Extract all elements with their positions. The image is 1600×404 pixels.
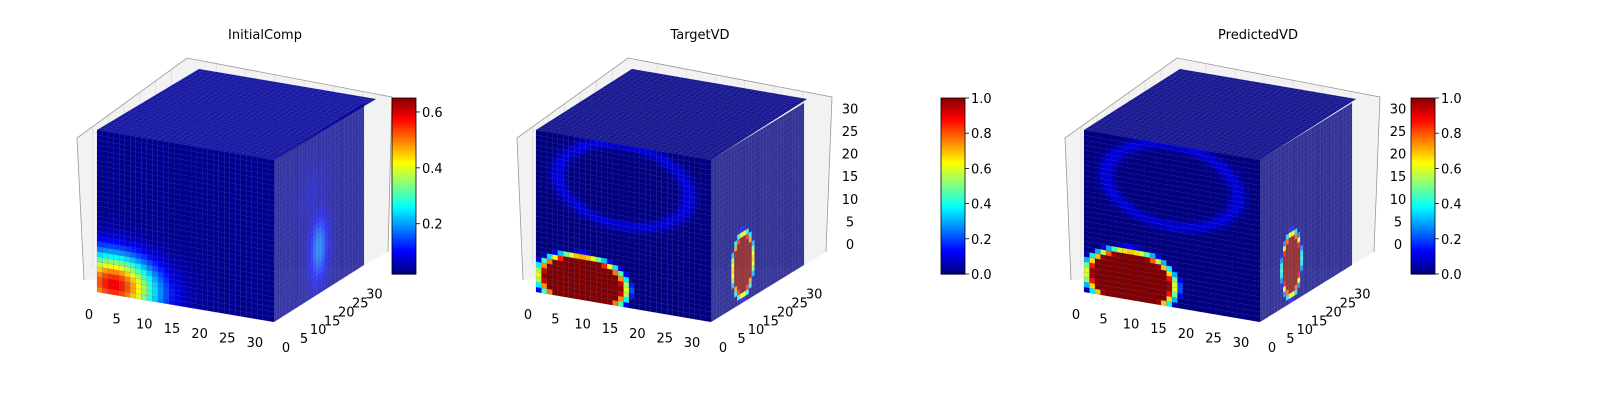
voxel bbox=[634, 147, 639, 153]
voxel bbox=[618, 144, 623, 150]
voxel bbox=[547, 132, 552, 138]
y-tick-label: 5 bbox=[300, 332, 308, 347]
voxel bbox=[613, 143, 618, 149]
voxel bbox=[596, 140, 601, 146]
voxel bbox=[208, 149, 214, 155]
voxel bbox=[624, 145, 629, 151]
voxel bbox=[103, 131, 109, 137]
voxel bbox=[662, 152, 667, 158]
voxel bbox=[169, 142, 175, 148]
x-tick-label: 0 bbox=[85, 308, 93, 323]
voxel bbox=[246, 155, 252, 161]
subplot-title: InitialComp bbox=[228, 28, 302, 43]
voxel bbox=[574, 137, 579, 143]
voxel bbox=[563, 135, 568, 141]
voxel bbox=[580, 138, 585, 144]
y-tick-label: 30 bbox=[366, 288, 383, 303]
voxel bbox=[536, 130, 541, 136]
voxel bbox=[114, 133, 120, 139]
voxel bbox=[174, 143, 180, 149]
voxel bbox=[219, 151, 225, 157]
voxel bbox=[263, 158, 269, 164]
colorbar: 0.2 0.4 0.6 bbox=[392, 98, 443, 275]
y-tick-label: 0 bbox=[282, 341, 290, 356]
voxel bbox=[629, 146, 634, 152]
voxel bbox=[257, 157, 263, 163]
colorbar-tick-label: 0.2 bbox=[422, 218, 443, 233]
voxel bbox=[569, 136, 574, 142]
voxel bbox=[147, 138, 153, 144]
voxel bbox=[213, 150, 219, 156]
voxel bbox=[158, 140, 164, 146]
voxel bbox=[130, 136, 136, 142]
voxel bbox=[191, 146, 197, 152]
voxel bbox=[645, 149, 650, 155]
voxel bbox=[141, 138, 147, 144]
cube-face-front bbox=[97, 130, 274, 322]
colorbar-tick-label: 0.4 bbox=[422, 162, 443, 177]
voxel bbox=[152, 139, 158, 145]
voxel bbox=[163, 141, 169, 147]
voxel bbox=[180, 144, 186, 150]
x-tick-label: 25 bbox=[219, 331, 236, 346]
voxel bbox=[186, 145, 192, 151]
x-tick-label: 20 bbox=[191, 327, 208, 342]
voxel bbox=[607, 142, 612, 148]
x-tick-label: 15 bbox=[164, 322, 181, 337]
voxel bbox=[268, 159, 274, 165]
colorbar-segment bbox=[392, 98, 416, 102]
voxel bbox=[136, 137, 142, 143]
x-tick-label: 10 bbox=[136, 317, 153, 332]
voxel bbox=[552, 133, 557, 139]
voxel bbox=[230, 153, 236, 159]
voxel bbox=[651, 150, 656, 156]
colorbar-tick-label: 0.6 bbox=[422, 106, 443, 121]
voxel bbox=[125, 135, 131, 141]
x-tick-label: 30 bbox=[247, 336, 264, 351]
voxel bbox=[97, 130, 103, 136]
voxel bbox=[640, 148, 645, 154]
x-tick-label: 5 bbox=[113, 313, 121, 328]
voxel bbox=[602, 141, 607, 147]
voxel bbox=[108, 132, 114, 138]
voxel bbox=[585, 138, 590, 144]
voxel bbox=[252, 156, 258, 162]
voxel bbox=[202, 148, 208, 154]
voxel bbox=[541, 131, 546, 137]
voxel bbox=[235, 153, 241, 159]
voxel bbox=[224, 152, 230, 158]
voxel bbox=[119, 134, 125, 140]
voxel bbox=[558, 134, 563, 140]
voxel bbox=[656, 151, 661, 157]
voxel bbox=[241, 154, 247, 160]
voxel bbox=[197, 147, 203, 153]
cube-face-front bbox=[536, 130, 711, 322]
voxel bbox=[591, 139, 596, 145]
